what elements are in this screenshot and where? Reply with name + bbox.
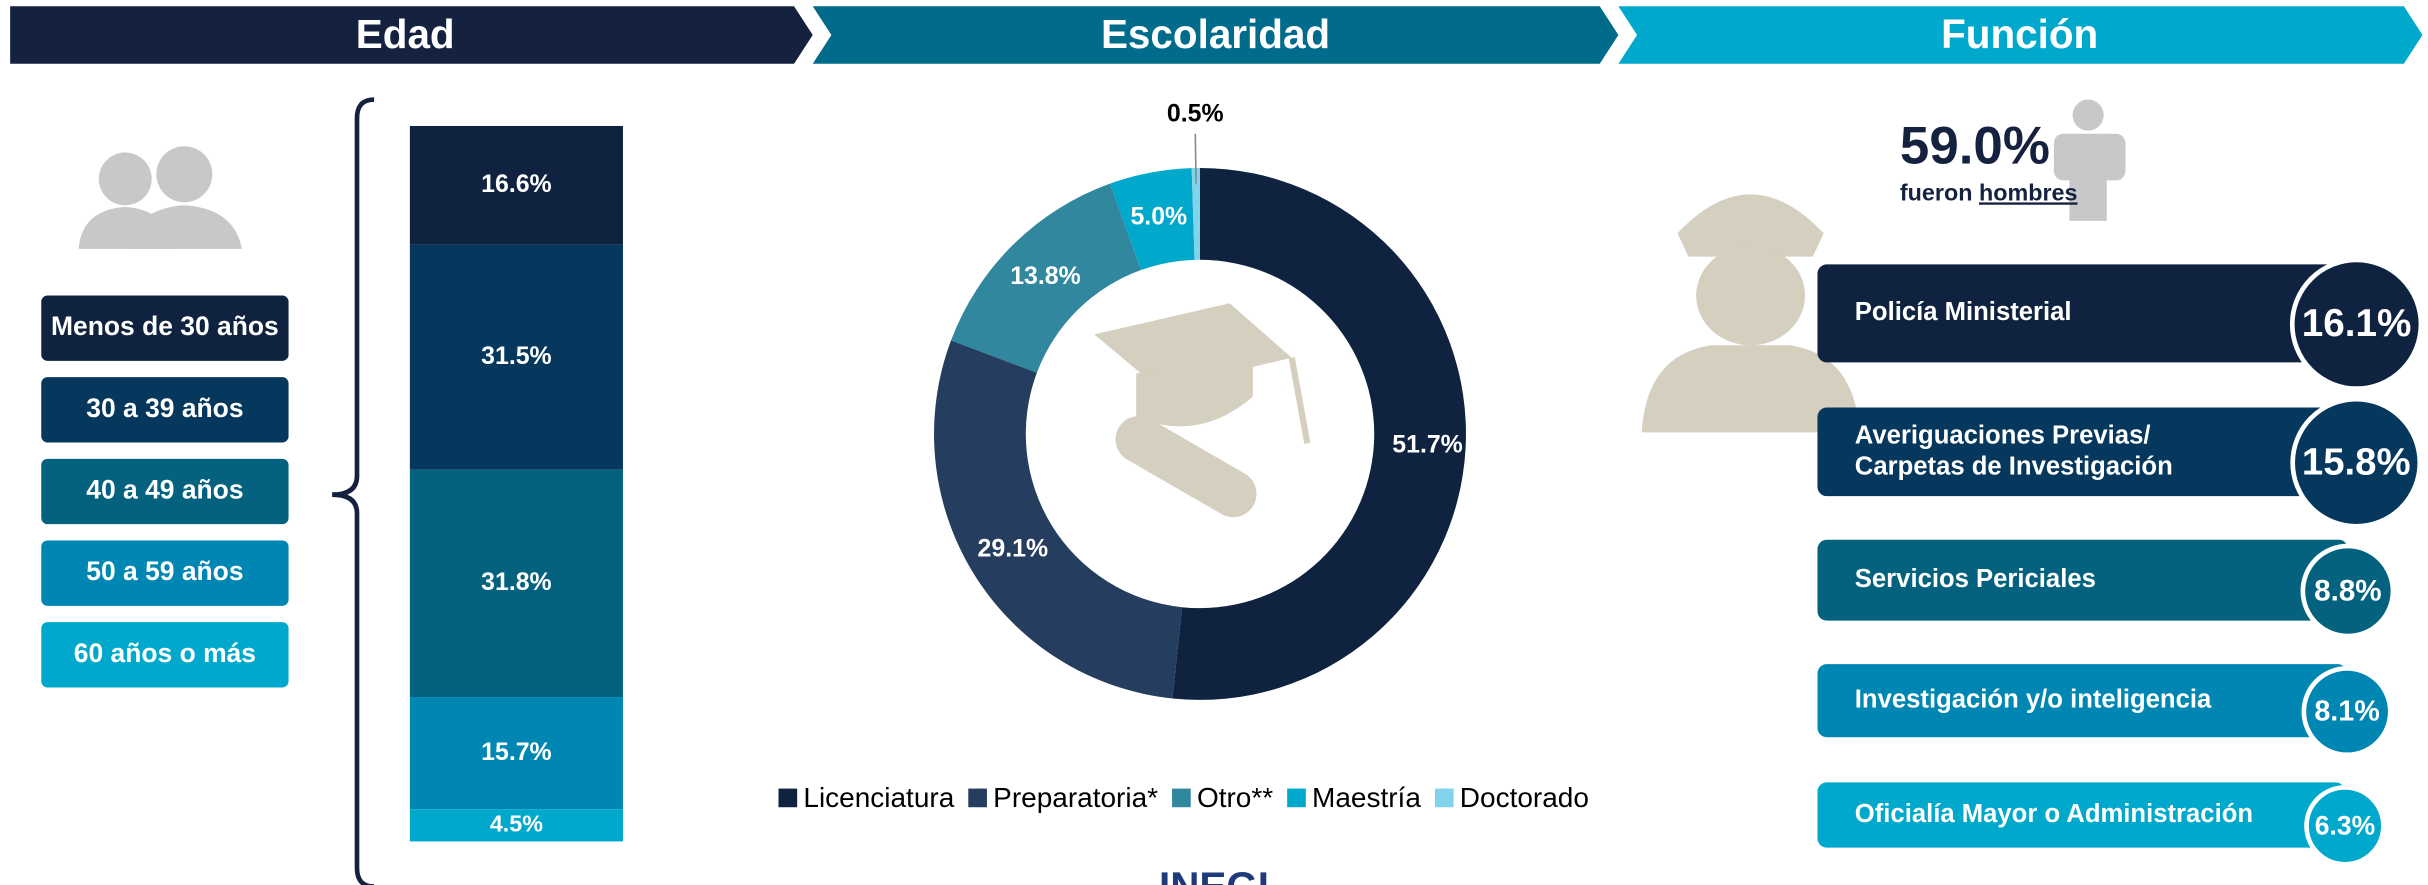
legend-swatch bbox=[778, 788, 798, 808]
value-circle bbox=[2289, 257, 2424, 391]
value-circle bbox=[2304, 785, 2386, 867]
value-label: 8.1% bbox=[2314, 696, 2380, 728]
legend-label: Preparatoria* bbox=[993, 782, 1158, 813]
legend-box bbox=[41, 377, 289, 443]
legend-label: Licenciatura bbox=[803, 782, 954, 813]
bar-segment bbox=[409, 244, 623, 470]
annotation-link: hombres bbox=[1979, 180, 2078, 206]
legend-swatch bbox=[1434, 788, 1454, 808]
section-title: Escolaridad bbox=[1101, 11, 1330, 57]
header-edad bbox=[10, 6, 813, 64]
legend-swatch bbox=[1172, 788, 1191, 808]
legend-label: Otro** bbox=[1197, 782, 1273, 813]
value-label: 16.1% bbox=[2302, 302, 2412, 345]
legend-box bbox=[41, 540, 289, 606]
police-icon bbox=[1641, 194, 1860, 433]
value-label: 31.5% bbox=[481, 342, 552, 370]
row-label: Oficialía Mayor o Administración bbox=[1855, 800, 2253, 828]
legend-box bbox=[41, 295, 289, 361]
value-label: 31.8% bbox=[481, 568, 552, 596]
legend-label: Maestría bbox=[1312, 782, 1421, 813]
header-escolaridad bbox=[812, 6, 1619, 64]
row-label: Averiguaciones Previas/Carpetas de Inves… bbox=[1855, 421, 2173, 480]
legend-label: 50 a 59 años bbox=[86, 556, 243, 586]
donut-slice bbox=[934, 340, 1182, 699]
donut-slice bbox=[1109, 168, 1195, 271]
donut-slice bbox=[1191, 167, 1201, 260]
value-label: 15.8% bbox=[2302, 440, 2411, 483]
annotation-text: fueron hombres bbox=[1900, 180, 2078, 206]
bar-segment bbox=[409, 697, 623, 810]
value-circle bbox=[2300, 543, 2396, 639]
annotation-word: fueron bbox=[1900, 180, 1973, 206]
row-band bbox=[1817, 407, 2357, 497]
legend-label: 30 a 39 años bbox=[86, 393, 243, 423]
legend-swatch bbox=[1287, 788, 1306, 808]
value-label: 13.8% bbox=[1010, 262, 1081, 290]
value-label: 5.0% bbox=[1130, 202, 1187, 230]
brace bbox=[332, 97, 375, 885]
row-band bbox=[1817, 264, 2357, 363]
donut-slice bbox=[951, 183, 1142, 373]
row-band bbox=[1817, 539, 2348, 621]
value-label: 15.7% bbox=[481, 738, 552, 766]
section-title: Función bbox=[1941, 11, 2098, 57]
bar-segment bbox=[409, 809, 623, 842]
value-label: 8.8% bbox=[2314, 574, 2382, 607]
donut-slice bbox=[1172, 167, 1466, 700]
bar-segment bbox=[409, 469, 623, 698]
row-label: Servicios Periciales bbox=[1855, 565, 2096, 593]
graduation-icon bbox=[1094, 303, 1311, 518]
row-label-line: Averiguaciones Previas/ bbox=[1855, 421, 2151, 449]
value-circle bbox=[2290, 396, 2423, 529]
legend-swatch bbox=[968, 788, 987, 808]
row-label: Policía Ministerial bbox=[1855, 298, 2072, 326]
row-label-line: Carpetas de Investigación bbox=[1855, 452, 2173, 480]
value-label: 16.6% bbox=[481, 170, 552, 198]
legend-box bbox=[41, 622, 289, 688]
row-label: Investigación y/o inteligencia bbox=[1855, 685, 2212, 713]
value-circle bbox=[2301, 666, 2393, 758]
legend-box bbox=[41, 458, 289, 525]
logo: INEGI bbox=[1159, 863, 1269, 885]
legend-label: 40 a 49 años bbox=[86, 474, 243, 504]
row-band bbox=[1817, 664, 2348, 738]
legend-label: 60 años o más bbox=[74, 638, 256, 668]
bar-segment bbox=[409, 125, 623, 245]
man-icon bbox=[2053, 99, 2126, 221]
header-funcion bbox=[1618, 6, 2423, 64]
value-label: 6.3% bbox=[2315, 810, 2375, 840]
row-band bbox=[1817, 782, 2345, 848]
annotation-value: 59.0% bbox=[1900, 116, 2050, 175]
people-icon bbox=[78, 146, 242, 249]
value-label: 4.5% bbox=[490, 811, 543, 837]
value-label: 51.7% bbox=[1392, 430, 1463, 458]
leader-line bbox=[1194, 133, 1197, 184]
legend-label: Menos de 30 años bbox=[51, 311, 279, 341]
legend-label: Doctorado bbox=[1460, 782, 1589, 813]
section-title: Edad bbox=[356, 11, 455, 57]
value-label: 0.5% bbox=[1167, 100, 1224, 128]
value-label: 29.1% bbox=[978, 534, 1049, 562]
